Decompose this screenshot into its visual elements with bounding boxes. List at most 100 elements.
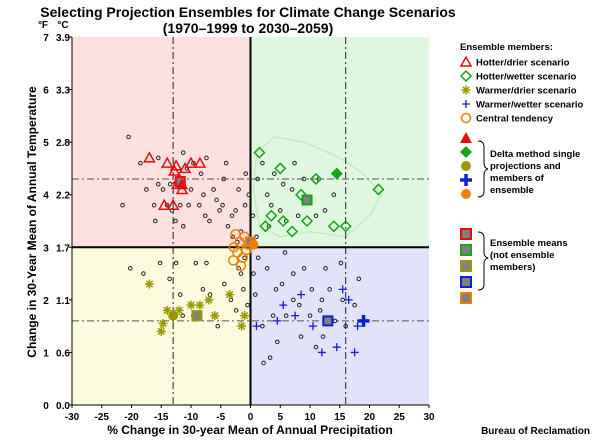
projection-point bbox=[233, 208, 238, 213]
warmer-drier-point bbox=[162, 305, 172, 315]
y-tick-label-fahrenheit: 4 bbox=[43, 191, 49, 202]
projection-point bbox=[289, 187, 295, 192]
hotter-drier-point bbox=[143, 151, 156, 163]
x-tick-label: -20 bbox=[124, 412, 139, 423]
projection-point bbox=[313, 213, 319, 219]
warmer-drier-point bbox=[210, 311, 220, 321]
y-tick-label-fahrenheit: 7 bbox=[43, 33, 49, 44]
projection-point bbox=[202, 213, 208, 219]
y-tick-label-fahrenheit: 0 bbox=[43, 401, 49, 412]
legend-delta-label: projections and bbox=[490, 161, 561, 172]
warmer-wetter-point bbox=[252, 322, 261, 331]
hotter-wetter-point bbox=[295, 188, 308, 201]
projection-point bbox=[241, 287, 246, 292]
legend-item-label: Hotter/wetter scenario bbox=[476, 72, 577, 83]
projection-point bbox=[186, 202, 191, 208]
projection-point bbox=[260, 160, 265, 166]
hotter-drier-point bbox=[184, 156, 198, 168]
legend-means-label: (not ensemble bbox=[490, 250, 554, 261]
projection-point bbox=[201, 192, 206, 198]
data-points bbox=[120, 134, 385, 366]
unit-celsius-label: °C bbox=[57, 20, 68, 31]
projection-point bbox=[356, 276, 362, 282]
projection-point bbox=[323, 266, 328, 271]
hotter-drier-point bbox=[459, 55, 473, 67]
projection-point bbox=[200, 287, 206, 292]
projection-point bbox=[151, 202, 157, 208]
projection-point bbox=[338, 260, 344, 266]
warmer-wetter-point bbox=[317, 348, 326, 357]
warmer-wetter-point bbox=[308, 322, 317, 331]
legend-item-label: Warmer/drier scenario bbox=[476, 86, 577, 97]
hotter-drier-point bbox=[168, 164, 181, 176]
x-tick-label: 10 bbox=[304, 412, 316, 423]
projection-point bbox=[295, 213, 301, 219]
legend: Ensemble members: Hotter/drier scenario Ho… bbox=[459, 42, 584, 304]
delta-point-warmer-drier bbox=[168, 310, 179, 321]
legend-item-label: Hotter/drier scenario bbox=[476, 58, 570, 69]
legend-header: Ensemble members: bbox=[460, 42, 553, 53]
x-tick-label: -5 bbox=[216, 412, 225, 423]
hotter-wetter-point bbox=[265, 209, 278, 222]
projection-point bbox=[120, 202, 125, 208]
projection-point bbox=[173, 260, 179, 266]
projection-point bbox=[217, 208, 222, 213]
projection-point bbox=[188, 187, 194, 192]
legend-mean-hotter-wetter bbox=[460, 244, 472, 256]
ensemble-mean-warmer-wetter bbox=[322, 315, 334, 327]
warmer-drier-point bbox=[158, 319, 168, 329]
y-tick-label-celsius: 1.1 bbox=[56, 296, 70, 307]
projection-point bbox=[198, 171, 204, 176]
projection-point bbox=[343, 323, 349, 329]
projection-point bbox=[225, 223, 231, 229]
projection-point bbox=[320, 334, 326, 339]
warmer-wetter-point bbox=[279, 301, 288, 310]
projection-point bbox=[250, 213, 256, 219]
legend-delta-warmer-drier bbox=[461, 161, 471, 171]
projection-point bbox=[292, 160, 297, 166]
projection-point bbox=[157, 260, 163, 266]
projection-point bbox=[222, 281, 227, 287]
warmer-drier-point bbox=[144, 279, 154, 289]
legend-brace-delta bbox=[477, 140, 489, 198]
warmer-drier-point bbox=[195, 300, 205, 310]
projection-point bbox=[230, 234, 235, 240]
projection-point bbox=[153, 218, 158, 224]
projection-point bbox=[317, 308, 323, 313]
projection-point bbox=[220, 202, 225, 208]
warmer-drier-point bbox=[186, 300, 196, 310]
warmer-wetter-point bbox=[344, 295, 353, 304]
projection-point bbox=[242, 255, 247, 261]
central-tendency-point bbox=[228, 242, 240, 253]
warmer-drier-point bbox=[174, 305, 184, 315]
projection-point bbox=[167, 181, 173, 187]
projection-point bbox=[155, 155, 161, 161]
legend-mean-warmer-wetter bbox=[460, 276, 472, 288]
legend-delta-central-tendency bbox=[461, 189, 471, 199]
ensemble-mean-hotter-wetter bbox=[301, 194, 313, 206]
legend-delta-label: Delta method single bbox=[490, 149, 580, 160]
projection-point bbox=[207, 292, 213, 297]
warmer-drier-point bbox=[237, 321, 247, 331]
projection-point bbox=[352, 302, 357, 308]
x-tick-label: -10 bbox=[184, 412, 199, 423]
projection-point bbox=[243, 171, 249, 176]
projection-point bbox=[177, 202, 183, 208]
central-tendency-point bbox=[235, 260, 247, 271]
projection-point bbox=[211, 187, 216, 192]
warmer-wetter-point bbox=[353, 322, 362, 331]
y-tick-label-fahrenheit: 2 bbox=[43, 296, 49, 307]
y-tick-label-fahrenheit: 5 bbox=[43, 138, 49, 149]
hotter-wetter-point bbox=[300, 214, 314, 228]
legend-item-label: Warmer/wetter scenario bbox=[476, 100, 584, 111]
projection-point bbox=[138, 160, 143, 166]
chart-title: Selecting Projection Ensembles for Clima… bbox=[40, 4, 456, 20]
projection-point bbox=[155, 181, 161, 187]
legend-mean-warmer-drier bbox=[460, 260, 472, 272]
projection-point bbox=[180, 150, 186, 155]
projection-point bbox=[264, 192, 270, 198]
unit-fahrenheit-label: °F bbox=[38, 20, 48, 31]
projection-point bbox=[296, 302, 302, 308]
ensemble-mean-warmer-drier bbox=[191, 310, 203, 322]
hotter-wetter-point bbox=[339, 220, 352, 233]
